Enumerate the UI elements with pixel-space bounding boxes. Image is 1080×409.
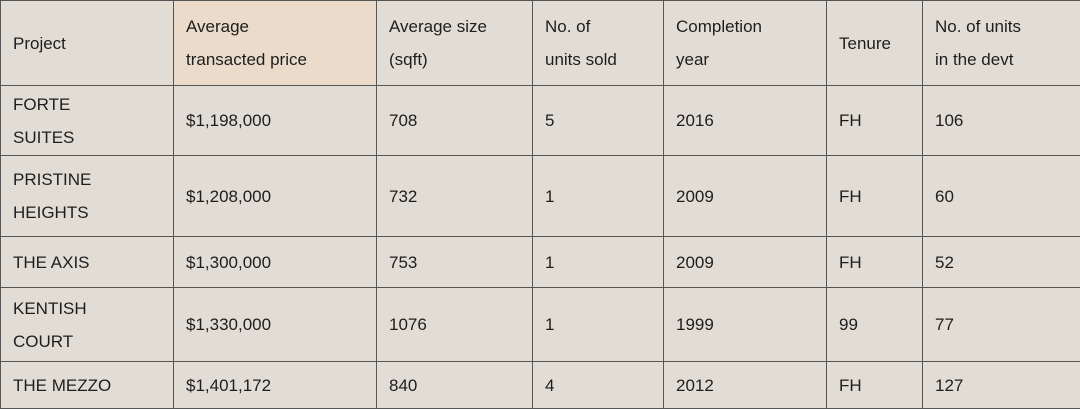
cell-text: 5 [545, 104, 554, 137]
header-text: Average transacted price [186, 10, 326, 76]
table-cell: 1 [533, 156, 664, 237]
cell-text: PRISTINE HEIGHTS [13, 163, 123, 229]
header-text: Average size (sqft) [389, 10, 509, 76]
header-cell: Completion year [664, 1, 827, 86]
cell-text: 840 [389, 369, 417, 402]
header-text: No. of units in the devt [935, 10, 1035, 76]
table-cell: 52 [923, 237, 1080, 288]
table-cell: $1,330,000 [174, 288, 377, 362]
cell-text: 2016 [676, 104, 714, 137]
table-cell: 127 [923, 362, 1080, 409]
cell-text: 2012 [676, 369, 714, 402]
table-body: FORTE SUITES $1,198,000 708 5 2016 FH 106 PRIST… [1, 86, 1080, 409]
table-cell: 1 [533, 237, 664, 288]
cell-text: FH [839, 369, 862, 402]
table-cell: FORTE SUITES [1, 86, 174, 156]
table-cell: KENTISH COURT [1, 288, 174, 362]
cell-text: 2009 [676, 246, 714, 279]
table-cell: PRISTINE HEIGHTS [1, 156, 174, 237]
cell-text: THE MEZZO [13, 369, 111, 402]
cell-text: FH [839, 104, 862, 137]
cell-text: 52 [935, 246, 954, 279]
cell-text: KENTISH COURT [13, 292, 123, 358]
table-cell: 1076 [377, 288, 533, 362]
header-cell: Average size (sqft) [377, 1, 533, 86]
header-cell: Average transacted price [174, 1, 377, 86]
cell-text: 732 [389, 180, 417, 213]
header-text: Project [13, 27, 66, 60]
header-cell: No. of units in the devt [923, 1, 1080, 86]
cell-text: FH [839, 246, 862, 279]
table-cell: FH [827, 86, 923, 156]
table-cell: 5 [533, 86, 664, 156]
table-cell: 60 [923, 156, 1080, 237]
cell-text: 1999 [676, 308, 714, 341]
cell-text: 127 [935, 369, 963, 402]
table-cell: 77 [923, 288, 1080, 362]
table-cell: 753 [377, 237, 533, 288]
cell-text: $1,330,000 [186, 308, 271, 341]
table-cell: 708 [377, 86, 533, 156]
cell-text: 4 [545, 369, 554, 402]
header-cell: Project [1, 1, 174, 86]
cell-text: $1,401,172 [186, 369, 271, 402]
table-cell: $1,401,172 [174, 362, 377, 409]
table-cell: 2009 [664, 237, 827, 288]
header-text: Tenure [839, 27, 891, 60]
cell-text: $1,198,000 [186, 104, 271, 137]
header-cell: No. of units sold [533, 1, 664, 86]
table-cell: 2016 [664, 86, 827, 156]
cell-text: 1076 [389, 308, 427, 341]
table-row: KENTISH COURT $1,330,000 1076 1 1999 99 77 [1, 288, 1080, 362]
table-cell: 4 [533, 362, 664, 409]
header-text: No. of units sold [545, 10, 630, 76]
table-row: FORTE SUITES $1,198,000 708 5 2016 FH 106 [1, 86, 1080, 156]
cell-text: 1 [545, 180, 554, 213]
table-cell: 840 [377, 362, 533, 409]
table-cell: $1,198,000 [174, 86, 377, 156]
cell-text: $1,208,000 [186, 180, 271, 213]
cell-text: 1 [545, 308, 554, 341]
cell-text: 1 [545, 246, 554, 279]
table-cell: $1,300,000 [174, 237, 377, 288]
header-row: Project Average transacted price Average… [1, 1, 1080, 86]
table-cell: FH [827, 156, 923, 237]
table-cell: 1999 [664, 288, 827, 362]
table-row: PRISTINE HEIGHTS $1,208,000 732 1 2009 FH 60 [1, 156, 1080, 237]
cell-text: 708 [389, 104, 417, 137]
cell-text: THE AXIS [13, 246, 90, 279]
table-row: THE AXIS $1,300,000 753 1 2009 FH 52 [1, 237, 1080, 288]
table-cell: THE MEZZO [1, 362, 174, 409]
table-row: THE MEZZO $1,401,172 840 4 2012 FH 127 [1, 362, 1080, 409]
cell-text: 99 [839, 308, 858, 341]
table-cell: 2009 [664, 156, 827, 237]
table-cell: 1 [533, 288, 664, 362]
table-cell: THE AXIS [1, 237, 174, 288]
table-cell: FH [827, 362, 923, 409]
table-cell: $1,208,000 [174, 156, 377, 237]
cell-text: 106 [935, 104, 963, 137]
cell-text: 2009 [676, 180, 714, 213]
cell-text: 60 [935, 180, 954, 213]
table-cell: 106 [923, 86, 1080, 156]
cell-text: 753 [389, 246, 417, 279]
cell-text: FH [839, 180, 862, 213]
table-cell: 732 [377, 156, 533, 237]
cell-text: $1,300,000 [186, 246, 271, 279]
table-cell: FH [827, 237, 923, 288]
header-cell: Tenure [827, 1, 923, 86]
header-text: Completion year [676, 10, 781, 76]
cell-text: FORTE SUITES [13, 88, 123, 154]
table-cell: 99 [827, 288, 923, 362]
cell-text: 77 [935, 308, 954, 341]
table-cell: 2012 [664, 362, 827, 409]
